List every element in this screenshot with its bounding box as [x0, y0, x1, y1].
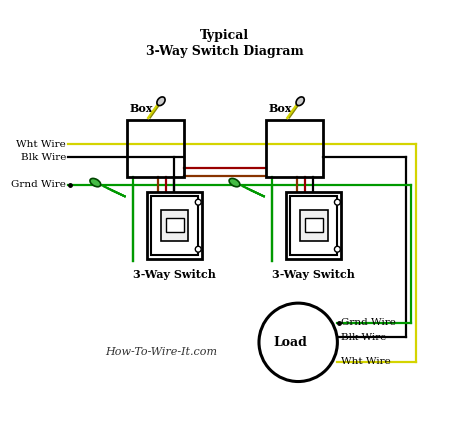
Bar	[291, 196, 337, 255]
Text: 3-Way Switch Diagram: 3-Way Switch Diagram	[146, 45, 304, 58]
Ellipse shape	[90, 179, 101, 187]
Circle shape	[195, 199, 201, 205]
Ellipse shape	[157, 97, 165, 106]
Bar	[166, 218, 183, 231]
Text: Wht Wire: Wht Wire	[16, 140, 66, 149]
Circle shape	[335, 246, 340, 252]
Text: Blk Wire: Blk Wire	[341, 333, 387, 342]
Bar	[266, 120, 323, 177]
Circle shape	[195, 246, 201, 252]
Text: Wht Wire: Wht Wire	[341, 357, 391, 366]
Text: 3-Way Switch: 3-Way Switch	[272, 269, 355, 280]
Ellipse shape	[229, 179, 240, 187]
Text: Blk Wire: Blk Wire	[20, 153, 66, 162]
Ellipse shape	[296, 97, 304, 106]
Circle shape	[335, 199, 340, 205]
Bar	[147, 192, 202, 259]
Bar	[161, 210, 188, 242]
Text: Typical: Typical	[200, 29, 249, 42]
Bar	[286, 192, 341, 259]
Text: Box: Box	[269, 103, 292, 114]
Circle shape	[259, 303, 337, 382]
Bar	[300, 210, 328, 242]
Bar	[127, 120, 183, 177]
Bar	[305, 218, 323, 231]
Bar	[151, 196, 198, 255]
Text: Grnd Wire: Grnd Wire	[341, 318, 396, 327]
Text: Load: Load	[273, 336, 307, 349]
Text: Grnd Wire: Grnd Wire	[11, 180, 66, 189]
Text: Box: Box	[130, 103, 153, 114]
Text: 3-Way Switch: 3-Way Switch	[133, 269, 216, 280]
Text: How-To-Wire-It.com: How-To-Wire-It.com	[105, 347, 217, 357]
